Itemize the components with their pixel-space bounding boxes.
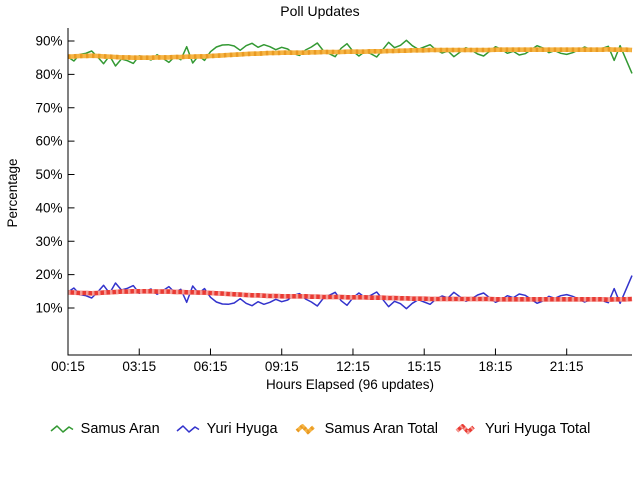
legend-label: Samus Aran (80, 421, 160, 437)
y-tick-label: 90% (35, 34, 62, 49)
chart-plot-area: Poll Updates Percentage Hours Elapsed (9… (5, 3, 633, 392)
x-tick-label: 03:15 (122, 359, 156, 374)
legend-label: Yuri Hyuga (206, 421, 278, 437)
x-tick-label: 09:15 (265, 359, 299, 374)
legend-item-samus-aran-total: Samus Aran Total (294, 421, 438, 437)
chart-title: Poll Updates (280, 3, 359, 19)
x-tick-label: 21:15 (550, 359, 584, 374)
axis-lines (67, 28, 632, 356)
yuri-hyuga-zigzag-marker-icon (176, 425, 200, 433)
series-line-samus-aran-total-segments (67, 46, 633, 61)
x-tick-label: 06:15 (194, 359, 228, 374)
x-axis-title: Hours Elapsed (96 updates) (266, 377, 434, 392)
y-tick-label: 20% (35, 267, 62, 282)
y-tick-label: 10% (35, 301, 62, 316)
y-tick-label: 60% (35, 134, 62, 149)
legend-label: Samus Aran Total (324, 421, 438, 437)
legend-item-samus-aran: Samus Aran (50, 421, 160, 437)
legend-item-yuri-hyuga: Yuri Hyuga (176, 421, 278, 437)
series-line-yuri-hyuga-total-segments (67, 288, 633, 303)
y-tick-label: 40% (35, 200, 62, 215)
y-axis-title: Percentage (5, 158, 20, 227)
x-tick-label: 12:15 (336, 359, 370, 374)
x-tick-label: 18:15 (479, 359, 513, 374)
samus-aran-zigzag-marker-icon (50, 425, 74, 433)
y-tick-label: 50% (35, 167, 62, 182)
samus-aran-total-zigzag-marker-icon (295, 423, 315, 435)
yuri-hyuga-total-zigzag-marker-icon (455, 423, 475, 435)
legend-label: Yuri Hyuga Total (485, 421, 591, 437)
y-tick-label: 70% (35, 100, 62, 115)
y-tick-label: 30% (35, 234, 62, 249)
legend: Samus Aran Yuri Hyuga Samus Aran Total Yuri… (0, 414, 640, 444)
axes: 10% 20% 30% 40% 50% 60% 70% 80% 90% 00:15 03:15 06:… (35, 28, 632, 374)
x-tick-label: 15:15 (407, 359, 441, 374)
x-tick-label: 00:15 (51, 359, 85, 374)
legend-item-yuri-hyuga-total: Yuri Hyuga Total (454, 421, 590, 437)
y-tick-label: 80% (35, 67, 62, 82)
series-lines (67, 39, 633, 310)
